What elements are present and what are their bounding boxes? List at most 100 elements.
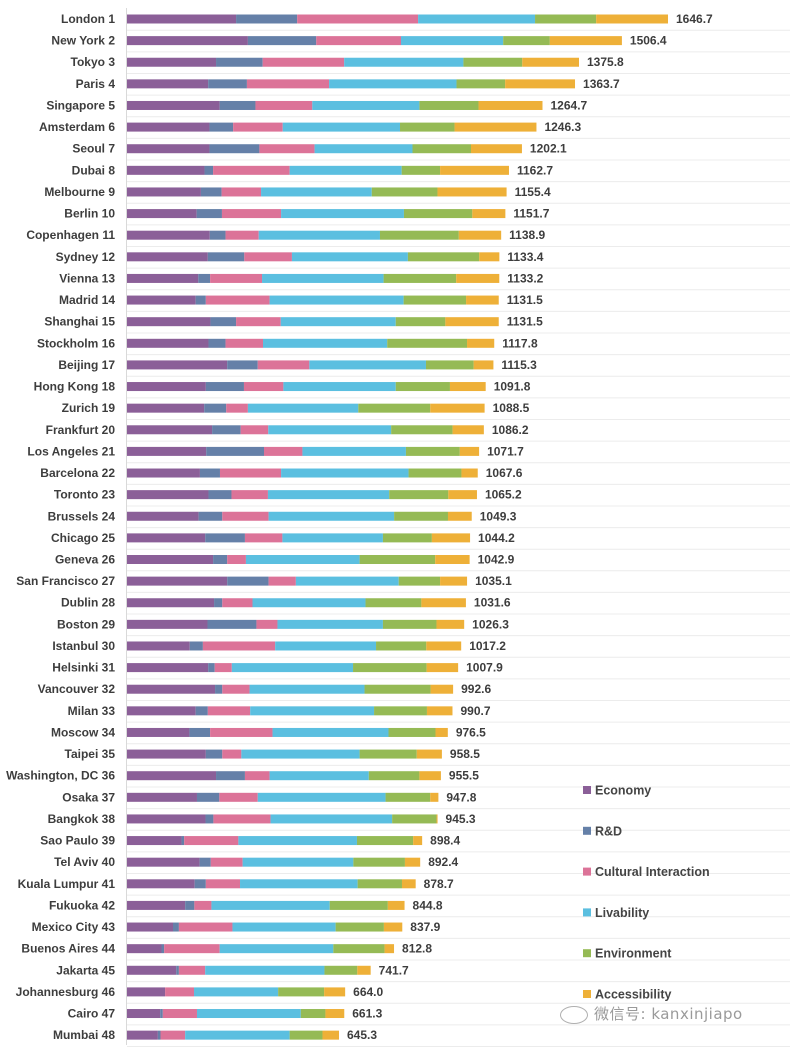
- bar-segment-cultural-interaction: [210, 273, 263, 283]
- bar-segment-accessibility: [440, 576, 468, 586]
- bar-segment-accessibility: [522, 57, 579, 67]
- bar-segment-environment: [374, 706, 427, 716]
- bar-segment-accessibility: [449, 382, 486, 392]
- bar-segment-economy: [127, 425, 213, 435]
- bar-segment-environment: [385, 792, 431, 802]
- bar-segment-cultural-interaction: [262, 57, 345, 67]
- category-label: Vienna 13: [59, 271, 115, 285]
- bar-segment-livability: [240, 879, 358, 889]
- bar-segment-livability: [418, 14, 536, 24]
- bar-segment-economy: [127, 209, 197, 219]
- bar-segment-r-d: [189, 641, 203, 651]
- category-label: Kuala Lumpur 41: [18, 877, 116, 891]
- bar-segment-accessibility: [419, 771, 441, 781]
- legend-swatch: [583, 908, 591, 917]
- total-label: 1067.6: [486, 466, 523, 480]
- bar-segment-accessibility: [461, 468, 478, 478]
- bar-segment-accessibility: [596, 14, 668, 24]
- bar-segment-r-d: [209, 122, 234, 132]
- bar-segment-r-d: [219, 100, 256, 110]
- bar-segment-accessibility: [452, 425, 484, 435]
- bar-segment-environment: [394, 511, 448, 521]
- bar-segment-accessibility: [505, 79, 576, 89]
- bar-segment-cultural-interaction: [316, 36, 401, 46]
- bar-segment-r-d: [195, 295, 206, 305]
- total-label: 1506.4: [630, 34, 667, 48]
- total-label: 844.8: [413, 898, 443, 912]
- bar-segment-economy: [127, 771, 217, 781]
- bar-segment-livability: [302, 446, 406, 456]
- bar-segment-r-d: [227, 360, 258, 370]
- bar-segment-cultural-interaction: [227, 555, 246, 564]
- bar-segment-cultural-interaction: [213, 165, 290, 175]
- bar-segment-economy: [127, 446, 207, 456]
- bar-segment-livability: [268, 511, 395, 521]
- total-label: 1042.9: [478, 553, 515, 567]
- bar-segment-environment: [379, 230, 459, 240]
- bar-segment-livability: [262, 273, 384, 283]
- bar-segment-cultural-interaction: [219, 468, 282, 478]
- bar-segment-r-d: [161, 944, 165, 954]
- bar-segment-economy: [127, 706, 196, 716]
- bar-segment-livability: [232, 922, 336, 932]
- bar-segment-environment: [371, 187, 438, 197]
- category-label: Singapore 5: [46, 98, 115, 112]
- bar-segment-economy: [127, 749, 206, 759]
- bar-segment-livability: [280, 317, 396, 327]
- legend-label: Economy: [595, 784, 651, 798]
- bar-segment-cultural-interaction: [221, 209, 282, 219]
- bar-segment-accessibility: [324, 987, 346, 997]
- bar-segment-accessibility: [322, 1030, 340, 1040]
- bar-segment-r-d: [215, 684, 223, 694]
- bar-segment-economy: [127, 598, 215, 608]
- bar-segment-environment: [412, 144, 471, 154]
- bar-segment-livability: [275, 641, 377, 651]
- bar-segment-livability: [258, 230, 380, 240]
- bar-segment-cultural-interaction: [207, 706, 251, 716]
- bar-segment-r-d: [209, 230, 226, 240]
- bar-segment-cultural-interaction: [184, 836, 239, 846]
- legend-label: Accessibility: [595, 988, 671, 1002]
- total-label: 947.8: [446, 790, 476, 804]
- bar-segment-environment: [405, 446, 460, 456]
- bar-segment-r-d: [204, 165, 214, 175]
- bar-segment-environment: [300, 1009, 326, 1019]
- bar-segment-economy: [127, 468, 200, 478]
- category-label: Berlin 10: [64, 207, 115, 221]
- bar-segment-accessibility: [467, 338, 495, 348]
- bar-segment-economy: [127, 165, 205, 175]
- bar-segment-livability: [241, 749, 360, 759]
- bar-segment-r-d: [210, 317, 237, 327]
- bar-segment-cultural-interaction: [214, 663, 232, 673]
- bar-segment-livability: [282, 533, 383, 543]
- bar-segment-cultural-interaction: [244, 771, 270, 781]
- category-label: Zurich 19: [62, 401, 116, 415]
- bar-segment-economy: [127, 836, 182, 846]
- bar-segment-cultural-interaction: [202, 641, 276, 651]
- category-label: Johannesburg 46: [16, 985, 116, 999]
- bar-segment-livability: [252, 598, 366, 608]
- bar-segment-environment: [359, 555, 436, 564]
- bar-segment-cultural-interaction: [231, 490, 268, 500]
- bar-segment-livability: [401, 36, 504, 46]
- category-label: Jakarta 45: [56, 963, 115, 977]
- category-label: Sao Paulo 39: [40, 834, 115, 848]
- bar-segment-economy: [127, 944, 162, 954]
- bar-segment-livability: [205, 965, 325, 975]
- bar-segment-cultural-interaction: [205, 295, 270, 305]
- bar-segment-economy: [127, 792, 197, 802]
- bar-segment-cultural-interaction: [225, 230, 259, 240]
- total-label: 645.3: [347, 1028, 377, 1042]
- bar-segment-cultural-interaction: [256, 619, 278, 629]
- total-label: 664.0: [353, 985, 383, 999]
- category-label: Tel Aviv 40: [54, 855, 115, 869]
- bar-segment-economy: [127, 1030, 158, 1040]
- total-label: 1007.9: [466, 661, 503, 675]
- bar-segment-cultural-interaction: [240, 425, 269, 435]
- bar-segment-r-d: [205, 382, 244, 392]
- bar-segment-economy: [127, 555, 214, 564]
- bar-segment-accessibility: [426, 663, 459, 673]
- bar-segment-environment: [407, 252, 480, 262]
- bar-segment-economy: [127, 727, 190, 737]
- bar-segment-accessibility: [430, 403, 485, 413]
